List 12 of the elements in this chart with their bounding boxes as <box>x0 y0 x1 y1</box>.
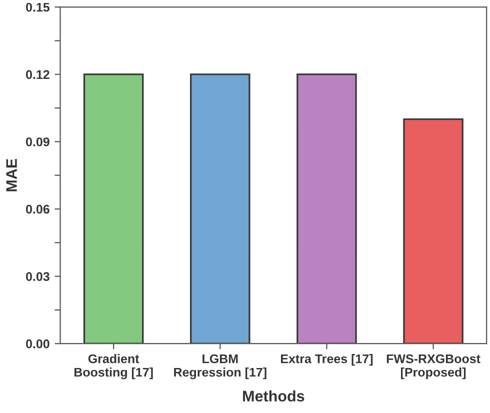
x-axis-title: Methods <box>243 390 304 402</box>
y-axis-title: MAE <box>6 158 17 192</box>
y-tick-label: 0.03 <box>26 272 50 281</box>
y-tick-label: 0.00 <box>26 339 50 348</box>
x-tick-label: LGBM Regression [17] <box>174 354 266 380</box>
x-tick-label: FWS-RXGBoost [Proposed] <box>386 354 480 380</box>
x-tick-label: Gradient Boosting [17] <box>74 354 153 380</box>
y-tick-label: 0.15 <box>26 2 50 12</box>
x-tick-label: Extra Trees [17] <box>280 354 373 366</box>
y-tick-label: 0.06 <box>26 204 50 214</box>
y-tick-label: 0.12 <box>26 70 50 79</box>
y-tick-label: 0.09 <box>26 137 50 146</box>
